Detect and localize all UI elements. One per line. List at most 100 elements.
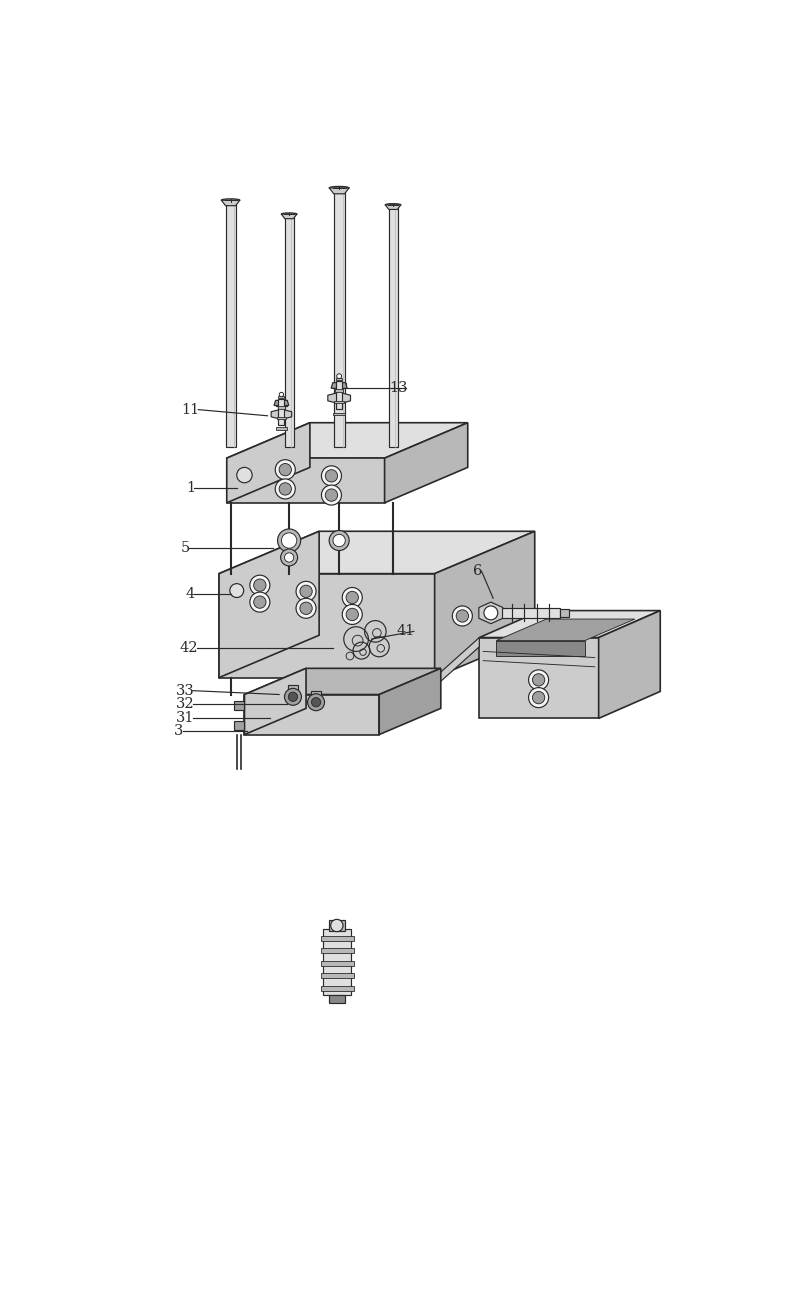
Polygon shape [328, 393, 350, 403]
Text: 32: 32 [176, 697, 194, 710]
Bar [275, 400, 287, 406]
Polygon shape [479, 603, 503, 623]
Circle shape [533, 692, 545, 704]
Circle shape [529, 688, 549, 708]
Circle shape [330, 919, 343, 932]
Bar [321, 973, 354, 978]
Polygon shape [329, 188, 349, 194]
Bar [390, 205, 398, 447]
Bar [321, 949, 354, 954]
Bar [334, 188, 345, 447]
Bar [336, 378, 342, 380]
Polygon shape [245, 669, 441, 695]
Bar [226, 200, 236, 447]
Polygon shape [379, 669, 441, 735]
Polygon shape [386, 205, 401, 210]
Circle shape [326, 469, 338, 482]
Circle shape [533, 674, 545, 686]
Circle shape [326, 489, 338, 502]
Bar [278, 397, 284, 398]
Text: 6: 6 [473, 564, 482, 578]
Bar [502, 608, 560, 618]
Bar [334, 400, 345, 403]
Circle shape [307, 693, 325, 710]
Circle shape [452, 607, 472, 626]
Circle shape [275, 480, 295, 499]
Circle shape [285, 688, 302, 705]
Circle shape [254, 596, 266, 608]
Polygon shape [219, 531, 534, 574]
Ellipse shape [282, 213, 297, 215]
Bar [329, 995, 345, 1003]
Polygon shape [226, 422, 468, 457]
Polygon shape [219, 574, 434, 678]
Circle shape [278, 529, 301, 552]
Polygon shape [434, 638, 479, 687]
Circle shape [484, 607, 498, 619]
Ellipse shape [222, 198, 240, 202]
Text: 3: 3 [174, 724, 184, 739]
Bar [321, 936, 354, 941]
Polygon shape [271, 410, 292, 420]
Circle shape [250, 592, 270, 612]
Circle shape [529, 670, 549, 689]
Polygon shape [479, 610, 660, 638]
Circle shape [279, 393, 284, 397]
Bar [336, 381, 342, 410]
Bar [321, 985, 354, 991]
Polygon shape [479, 638, 598, 718]
Bar [560, 609, 570, 617]
Circle shape [300, 586, 312, 597]
Circle shape [230, 583, 244, 597]
Circle shape [333, 534, 346, 547]
Circle shape [288, 692, 298, 701]
Circle shape [250, 575, 270, 595]
Circle shape [296, 599, 316, 618]
Bar [278, 399, 284, 425]
Bar [321, 960, 354, 966]
Circle shape [296, 582, 316, 601]
Text: 41: 41 [397, 625, 415, 639]
Circle shape [285, 553, 294, 562]
Polygon shape [598, 610, 660, 718]
Polygon shape [226, 457, 385, 503]
Circle shape [237, 468, 252, 483]
Text: 42: 42 [180, 642, 198, 656]
Circle shape [300, 603, 312, 614]
Circle shape [279, 464, 291, 476]
Bar [234, 721, 245, 730]
Ellipse shape [386, 203, 401, 206]
Text: 11: 11 [182, 403, 200, 416]
Bar [335, 389, 343, 391]
Bar [234, 701, 245, 710]
Polygon shape [496, 619, 635, 640]
Polygon shape [496, 640, 585, 656]
Polygon shape [245, 669, 306, 735]
Text: 5: 5 [181, 542, 190, 555]
Text: 1: 1 [186, 481, 195, 495]
Circle shape [275, 460, 295, 480]
Bar [286, 214, 294, 447]
Polygon shape [282, 214, 297, 219]
Circle shape [254, 579, 266, 591]
Text: 13: 13 [389, 381, 408, 395]
Circle shape [279, 483, 291, 495]
Polygon shape [274, 400, 289, 406]
Text: 31: 31 [176, 710, 194, 724]
Circle shape [456, 610, 469, 622]
Circle shape [281, 550, 298, 566]
Circle shape [282, 533, 297, 548]
Bar [333, 382, 346, 389]
Circle shape [342, 604, 362, 625]
Bar [311, 691, 321, 702]
Bar [278, 407, 286, 408]
Polygon shape [385, 422, 468, 503]
Circle shape [346, 608, 358, 621]
Polygon shape [222, 200, 240, 206]
Text: 33: 33 [176, 684, 194, 697]
Polygon shape [226, 422, 310, 503]
Polygon shape [434, 531, 534, 678]
Polygon shape [245, 695, 379, 735]
Bar [277, 417, 286, 419]
Circle shape [322, 485, 342, 505]
